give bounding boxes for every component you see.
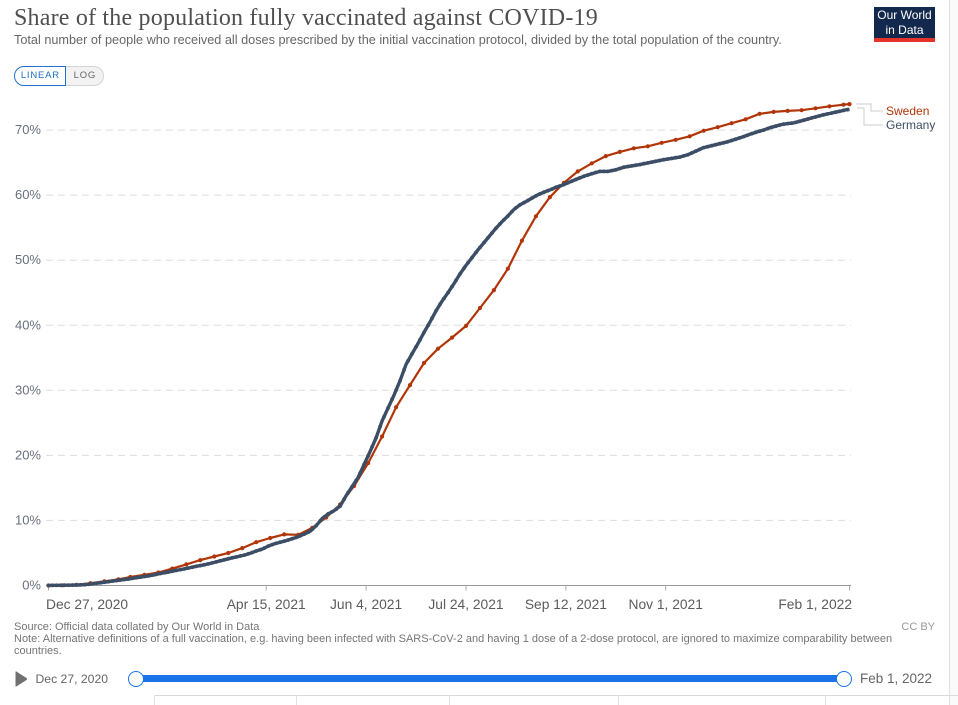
svg-text:50%: 50% xyxy=(15,252,41,267)
svg-text:Germany: Germany xyxy=(886,118,935,132)
svg-text:Nov 1, 2021: Nov 1, 2021 xyxy=(628,597,702,612)
svg-text:70%: 70% xyxy=(15,122,41,137)
svg-text:40%: 40% xyxy=(15,317,41,332)
svg-text:Sep 12, 2021: Sep 12, 2021 xyxy=(525,597,607,612)
svg-text:60%: 60% xyxy=(15,187,41,202)
svg-text:0%: 0% xyxy=(22,578,41,593)
svg-text:Apr 15, 2021: Apr 15, 2021 xyxy=(227,597,306,612)
svg-text:10%: 10% xyxy=(15,512,41,527)
svg-text:Jul 24, 2021: Jul 24, 2021 xyxy=(428,597,503,612)
svg-text:Jun 4, 2021: Jun 4, 2021 xyxy=(330,597,402,612)
svg-text:30%: 30% xyxy=(15,382,41,397)
svg-text:Sweden: Sweden xyxy=(886,104,929,118)
svg-text:Feb 1, 2022: Feb 1, 2022 xyxy=(778,597,852,612)
svg-text:20%: 20% xyxy=(15,447,41,462)
svg-text:Dec 27, 2020: Dec 27, 2020 xyxy=(46,597,128,612)
